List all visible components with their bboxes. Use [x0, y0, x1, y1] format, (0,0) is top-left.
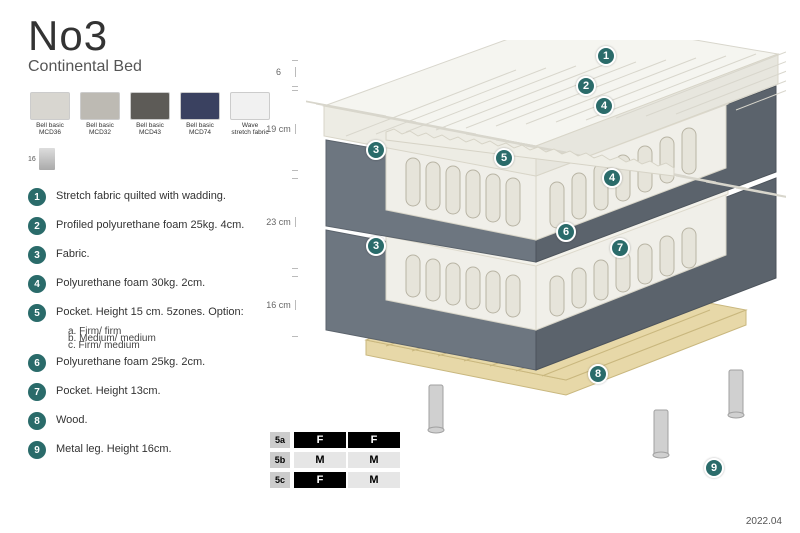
leg-swatch: 16: [28, 148, 55, 170]
legend-text: Wood.: [56, 412, 88, 427]
fabric-swatch: Bell basicMCD43: [128, 92, 172, 136]
swatch-color: [180, 92, 220, 120]
product-title: No3: [28, 12, 108, 60]
legend-badge: 4: [28, 275, 46, 293]
callout-badge: 4: [602, 168, 622, 188]
legend-row: 7 Pocket. Height 13cm.: [28, 383, 288, 401]
legend-badge: 9: [28, 441, 46, 459]
swatch-color: [130, 92, 170, 120]
swatch-color: [30, 92, 70, 120]
callout-badge: 5: [494, 148, 514, 168]
leg-height-label: 16: [28, 156, 36, 163]
swatch-label: Bell basicMCD74: [186, 122, 214, 136]
fabric-swatches: Bell basicMCD36 Bell basicMCD32 Bell basic…: [28, 92, 272, 136]
dimension-label: 19 cm: [266, 124, 296, 134]
swatch-label: Wavestretch fabric: [231, 122, 268, 136]
swatch-label: Bell basicMCD43: [136, 122, 164, 136]
fabric-swatch: Bell basicMCD36: [28, 92, 72, 136]
legend-badge: 1: [28, 188, 46, 206]
product-subtitle: Continental Bed: [28, 58, 142, 76]
callout-badge: 3: [366, 140, 386, 160]
callout-badge: 3: [366, 236, 386, 256]
legend-text: Pocket. Height 13cm.: [56, 383, 161, 398]
callout-badge: 4: [594, 96, 614, 116]
legend-row: 8 Wood.: [28, 412, 288, 430]
callout-badge: 1: [596, 46, 616, 66]
legend-text: Profiled polyurethane foam 25kg. 4cm.: [56, 217, 244, 232]
swatch-color: [80, 92, 120, 120]
legend-badge: 6: [28, 354, 46, 372]
dimension-label: 23 cm: [266, 217, 296, 227]
swatch-label: Bell basicMCD32: [86, 122, 114, 136]
fabric-swatch: Bell basicMCD74: [178, 92, 222, 136]
callout-badge: 8: [588, 364, 608, 384]
legend-text: Stretch fabric quilted with wadding.: [56, 188, 226, 203]
bed-cutaway-diagram: 619 cm23 cm16 cm 12345436789: [270, 40, 790, 500]
legend-badge: 3: [28, 246, 46, 264]
leg-preview: [39, 148, 55, 170]
legend-text: Pocket. Height 15 cm. 5zones. Option:: [56, 304, 244, 319]
swatch-color: [230, 92, 270, 120]
swatch-label: Bell basicMCD36: [36, 122, 64, 136]
legend-row: 4 Polyurethane foam 30kg. 2cm.: [28, 275, 288, 293]
legend-row: 1 Stretch fabric quilted with wadding.: [28, 188, 288, 206]
date-label: 2022.04: [746, 516, 782, 527]
legend-badge: 2: [28, 217, 46, 235]
legend-row: 9 Metal leg. Height 16cm.: [28, 441, 288, 459]
legend-row: 3 Fabric.: [28, 246, 288, 264]
legend-badge: 5: [28, 304, 46, 322]
dimension-label: 16 cm: [266, 300, 296, 310]
callout-badge: 9: [704, 458, 724, 478]
legend-text: Fabric.: [56, 246, 90, 261]
legend-badge: 7: [28, 383, 46, 401]
legend-text: Polyurethane foam 30kg. 2cm.: [56, 275, 205, 290]
legend-sub: c. Firm/ medium: [68, 340, 288, 351]
callout-badge: 6: [556, 222, 576, 242]
dimension-label: 6: [266, 67, 296, 77]
callout-badge: 2: [576, 76, 596, 96]
callout-badge: 7: [610, 238, 630, 258]
legend-badge: 8: [28, 412, 46, 430]
bed-svg: [306, 40, 786, 480]
legend-text: Polyurethane foam 25kg. 2cm.: [56, 354, 205, 369]
legend-row: 5 Pocket. Height 15 cm. 5zones. Option:: [28, 304, 288, 322]
legend-row: 2 Profiled polyurethane foam 25kg. 4cm.: [28, 217, 288, 235]
legend-row: 6 Polyurethane foam 25kg. 2cm.: [28, 354, 288, 372]
legend-list: 1 Stretch fabric quilted with wadding. 2 Pr…: [28, 188, 288, 470]
fabric-swatch: Bell basicMCD32: [78, 92, 122, 136]
legend-text: Metal leg. Height 16cm.: [56, 441, 172, 456]
